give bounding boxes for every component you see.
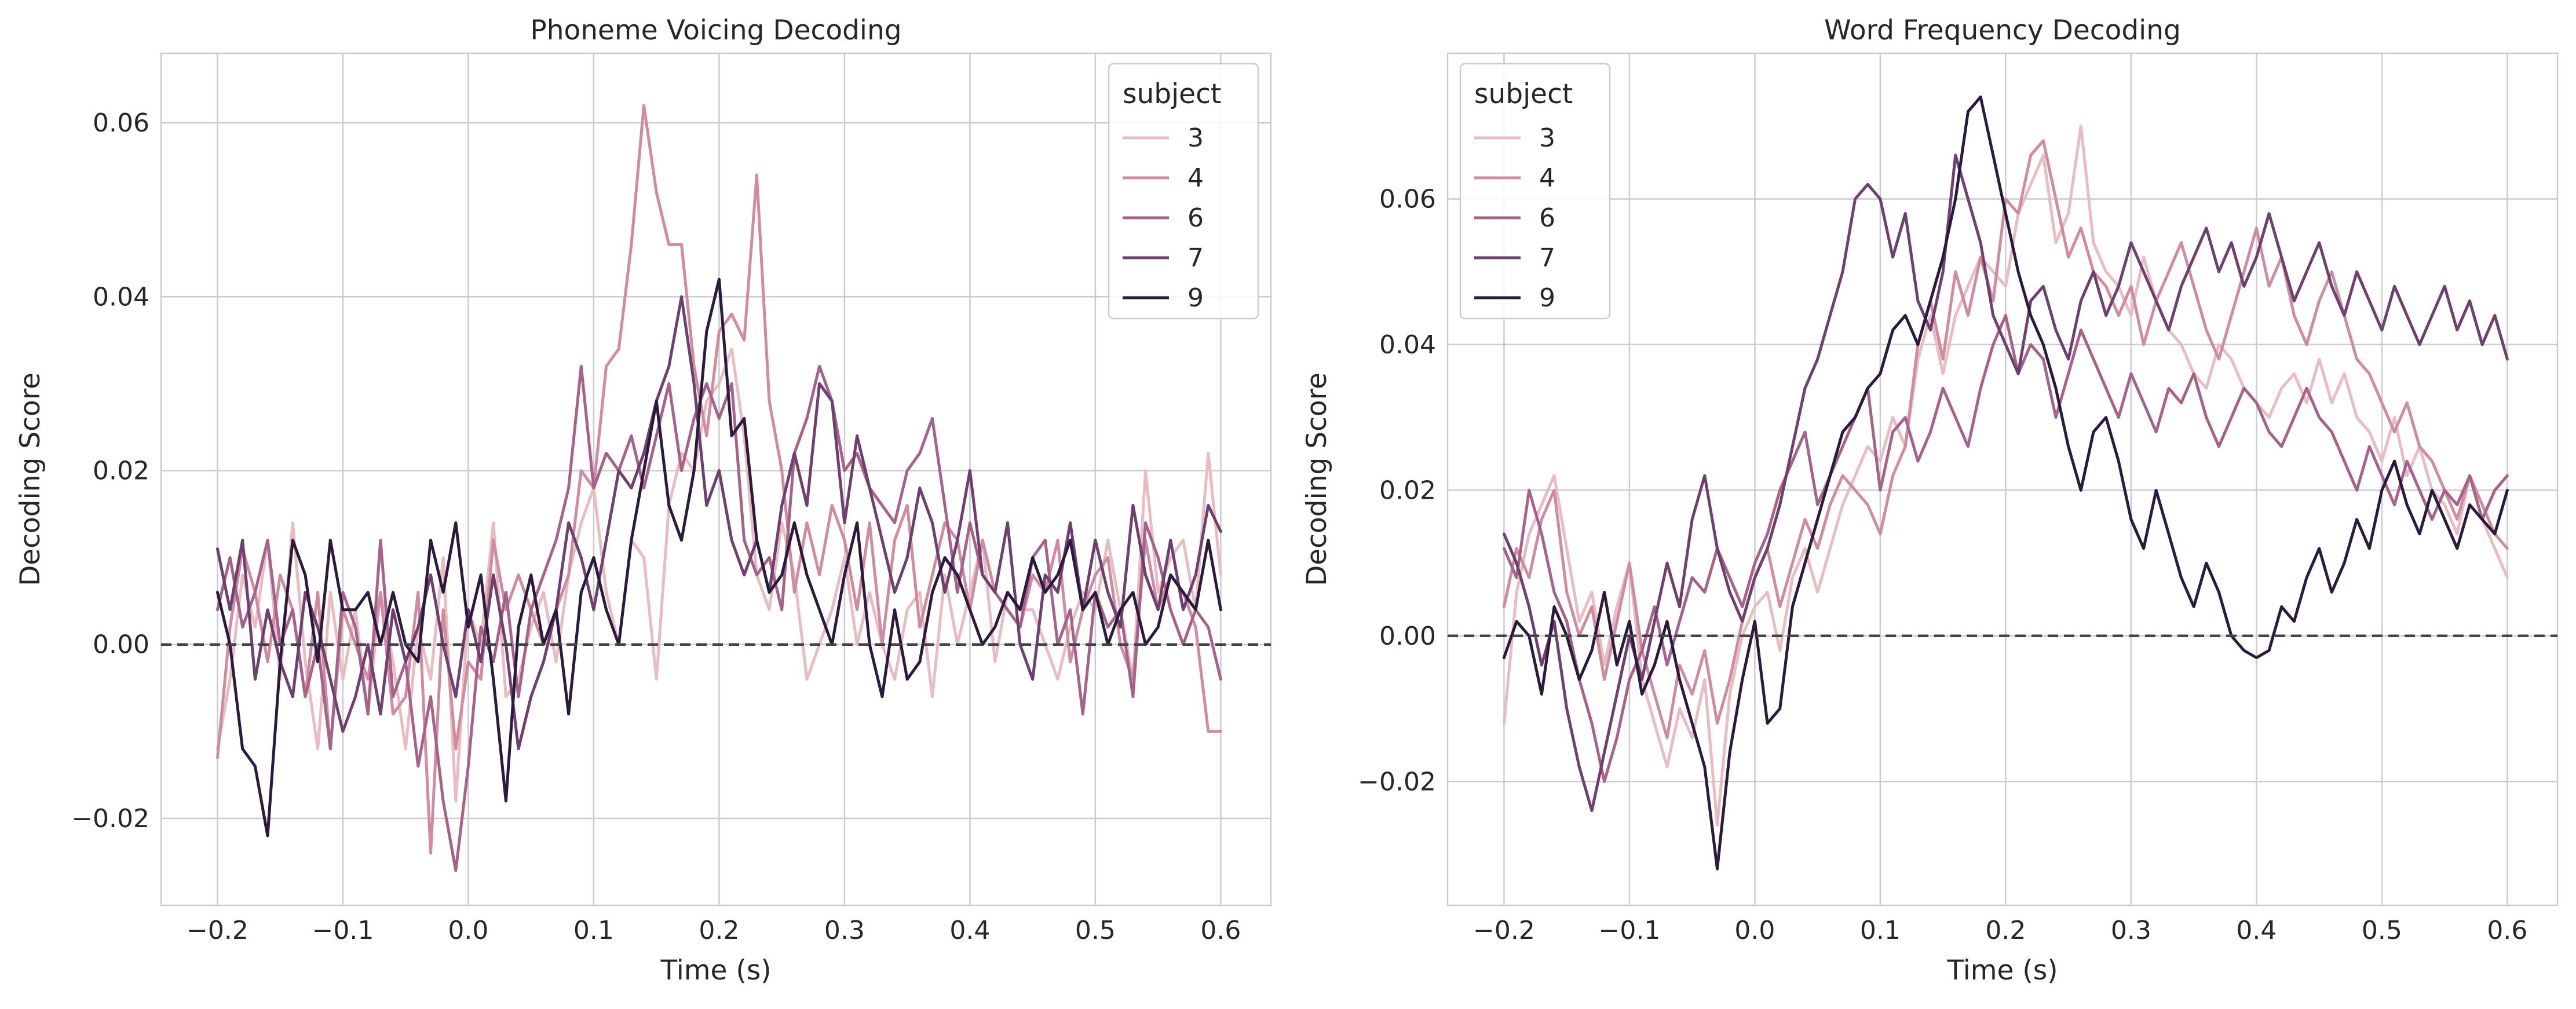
legend-entry-subject-6: 6 [1539, 203, 1555, 233]
x-tick-label: −0.2 [187, 916, 249, 945]
legend-entry-subject-9: 9 [1539, 283, 1555, 313]
legend-entry-subject-3: 3 [1539, 123, 1555, 153]
legend-entry-subject-4: 4 [1539, 163, 1555, 193]
series-line-subject-3 [215, 347, 1222, 803]
x-tick-label: −0.2 [1473, 916, 1535, 945]
y-tick-label: 0.00 [93, 630, 149, 660]
legend-entry-subject-4: 4 [1187, 163, 1204, 193]
x-tick-label: 0.0 [448, 916, 488, 945]
y-tick-label: 0.04 [93, 282, 149, 312]
y-tick-label: 0.00 [1379, 622, 1436, 651]
series-line-subject-9 [215, 277, 1222, 838]
plot-area [1446, 52, 2559, 906]
legend-title: subject [1123, 78, 1221, 110]
series-line-subject-6 [215, 364, 1222, 872]
x-axis-label: Time (s) [1946, 955, 2058, 986]
y-tick-label: 0.02 [93, 456, 149, 485]
series-line-subject-4 [1502, 139, 2509, 740]
x-tick-label: −0.1 [1598, 916, 1660, 945]
series-line-subject-7 [215, 295, 1222, 751]
legend-frame [1459, 63, 1611, 320]
chart-title: Phoneme Voicing Decoding [530, 14, 901, 46]
legend-entry-subject-6: 6 [1187, 203, 1204, 233]
series-line-subject-3 [1502, 125, 2509, 827]
legend-entry-subject-7: 7 [1187, 243, 1204, 273]
legend-entry-subject-9: 9 [1187, 283, 1204, 313]
chart-panel-1: −0.2 −0.1 0.0 0.1 0.2 0.3 0.4 0.5 0.6 −0.02 0.00 0.… [14, 14, 1272, 986]
chart-title: Word Frequency Decoding [1824, 14, 2181, 46]
y-tick-label: 0.06 [1379, 184, 1436, 214]
y-axis-label: Decoding Score [1301, 372, 1333, 586]
series-line-subject-9 [1502, 95, 2509, 871]
series-line-subject-7 [1502, 153, 2509, 813]
y-tick-label: 0.04 [1379, 330, 1436, 360]
x-tick-label: 0.4 [949, 916, 990, 945]
x-tick-label: 0.3 [824, 916, 865, 945]
x-tick-label: 0.5 [1075, 916, 1116, 945]
y-axis-label: Decoding Score [14, 372, 46, 586]
y-tick-label: 0.02 [1379, 476, 1436, 505]
legend-title: subject [1474, 78, 1573, 110]
legend: subject 3 4 6 7 9 [1108, 63, 1259, 320]
x-tick-label: 0.1 [1860, 916, 1901, 945]
legend: subject 3 4 6 7 9 [1459, 63, 1611, 320]
x-tick-label: 0.6 [1200, 916, 1241, 945]
legend-frame [1108, 63, 1259, 320]
x-tick-label: 0.0 [1734, 916, 1775, 945]
x-tick-label: 0.3 [2111, 916, 2151, 945]
x-tick-label: 0.1 [573, 916, 614, 945]
legend-entry-subject-3: 3 [1187, 123, 1204, 153]
x-tick-label: −0.1 [312, 916, 374, 945]
x-tick-label: 0.2 [699, 916, 739, 945]
y-tick-label: −0.02 [71, 804, 149, 833]
x-tick-label: 0.2 [1985, 916, 2026, 945]
x-axis-label: Time (s) [660, 955, 771, 986]
legend-entry-subject-7: 7 [1539, 243, 1555, 273]
series-line-subject-6 [1502, 314, 2509, 783]
y-tick-label: 0.06 [93, 108, 149, 138]
chart-panel-2: −0.2 −0.1 0.0 0.1 0.2 0.3 0.4 0.5 0.6 −0.02 0.00 0.… [1301, 14, 2559, 986]
x-tick-label: 0.4 [2236, 916, 2277, 945]
x-tick-label: 0.5 [2362, 916, 2402, 945]
x-tick-label: 0.6 [2487, 916, 2527, 945]
y-tick-label: −0.02 [1358, 767, 1436, 796]
